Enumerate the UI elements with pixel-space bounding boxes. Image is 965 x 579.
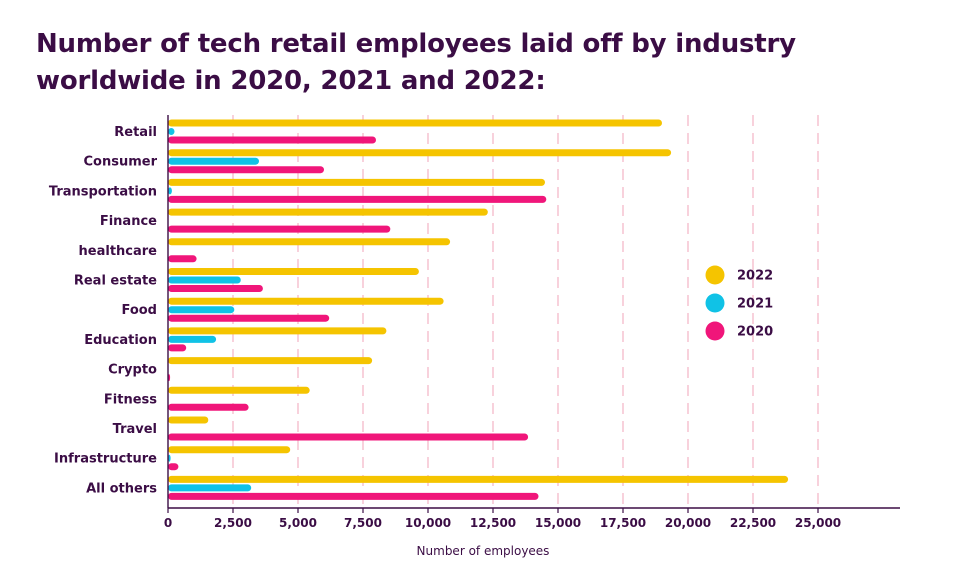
bar-2021-real-estate <box>168 276 241 284</box>
x-tick-label: 2,500 <box>214 516 252 530</box>
bar-2021-consumer <box>168 157 259 165</box>
x-axis-title: Number of employees <box>417 544 550 558</box>
bar-2022-consumer <box>168 149 672 157</box>
category-label: Consumer <box>84 155 158 170</box>
bar-2022-retail <box>168 119 662 127</box>
x-tick-label: 25,000 <box>795 516 841 530</box>
legend-label-2020: 2020 <box>737 325 773 340</box>
x-tick-label: 12,500 <box>470 516 516 530</box>
legend-label-2022: 2022 <box>737 269 773 284</box>
bar-2022-healthcare <box>168 238 451 246</box>
category-label: Crypto <box>108 363 157 378</box>
x-axis-ticks: 0 2,500 5,000 7,500 10,000 12,500 15,000 17,500… <box>164 508 841 530</box>
category-label: Retail <box>114 125 157 140</box>
legend-swatch-2020 <box>705 321 725 341</box>
category-labels: Retail Consumer Transportation Finance healt… <box>49 125 158 496</box>
x-tick-label: 20,000 <box>665 516 711 530</box>
category-label: Transportation <box>49 184 157 199</box>
x-tick-label: 0 <box>164 516 172 530</box>
bar-2020-travel <box>168 433 529 441</box>
chart-title: Number of tech retail employees laid off… <box>36 29 796 96</box>
category-label: Real estate <box>74 274 157 289</box>
category-label: Education <box>84 333 157 348</box>
bar-2022-travel <box>168 416 209 424</box>
bars <box>168 119 789 500</box>
bar-2020-food <box>168 314 330 322</box>
category-label: Fitness <box>104 392 157 407</box>
bar-2022-finance <box>168 208 488 216</box>
bar-2020-consumer <box>168 166 324 174</box>
bar-2022-infrastructure <box>168 446 291 454</box>
bar-2020-real-estate <box>168 285 263 292</box>
x-tick-label: 7,500 <box>344 516 382 530</box>
bar-2022-education <box>168 327 387 335</box>
bar-2021-retail <box>168 128 175 135</box>
bar-2020-infrastructure <box>168 463 179 471</box>
category-label: Infrastructure <box>54 452 157 467</box>
legend-label-2021: 2021 <box>737 297 773 312</box>
x-tick-label: 17,500 <box>600 516 646 530</box>
legend: 2022 2021 2020 <box>705 265 773 341</box>
category-label: Food <box>121 303 157 318</box>
bar-2020-education <box>168 344 187 352</box>
bar-2022-fitness <box>168 386 310 394</box>
bar-2021-transportation <box>168 187 172 195</box>
x-tick-label: 15,000 <box>535 516 581 530</box>
bar-2020-fitness <box>168 403 249 411</box>
bar-2020-healthcare <box>168 255 197 263</box>
legend-swatch-2021 <box>705 293 725 313</box>
category-label: All others <box>86 481 157 496</box>
bar-2020-retail <box>168 136 376 144</box>
bar-2021-education <box>168 335 217 343</box>
bar-2022-real-estate <box>168 268 419 275</box>
legend-swatch-2022 <box>705 265 725 285</box>
bar-2021-all-others <box>168 484 252 492</box>
bar-2020-transportation <box>168 195 547 203</box>
category-label: Finance <box>100 214 157 229</box>
x-tick-label: 10,000 <box>405 516 451 530</box>
bar-2021-food <box>168 306 235 314</box>
category-label: Travel <box>113 422 157 437</box>
x-tick-label: 5,000 <box>279 516 317 530</box>
bar-2020-all-others <box>168 492 539 500</box>
x-tick-label: 22,500 <box>730 516 776 530</box>
bar-2022-all-others <box>168 475 789 483</box>
bar-2022-food <box>168 297 444 305</box>
category-label: healthcare <box>79 244 158 259</box>
bar-2022-crypto <box>168 357 373 365</box>
bar-2020-finance <box>168 225 391 233</box>
gridlines <box>232 115 819 508</box>
bar-2022-transportation <box>168 178 545 186</box>
